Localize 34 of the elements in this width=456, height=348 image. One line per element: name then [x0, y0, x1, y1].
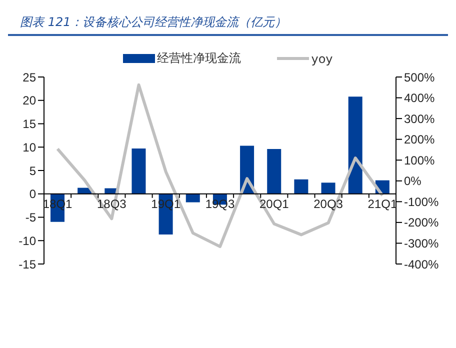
y-tick-label: 20 [22, 94, 36, 108]
x-tick-label: 19Q3 [205, 196, 235, 211]
bar [186, 194, 200, 202]
legend-label: 经营性净现金流 [157, 50, 242, 67]
x-tick-label: 20Q1 [259, 196, 290, 211]
x-tick-label: 18Q1 [42, 196, 73, 211]
bar [132, 148, 146, 194]
x-tick-label: 20Q3 [314, 196, 344, 211]
y2-tick-label: 500% [404, 70, 436, 84]
y-tick-label: 15 [22, 117, 36, 132]
x-tick-label: 18Q3 [97, 196, 127, 211]
y2-tick-label: 200% [404, 132, 436, 147]
bar [321, 182, 336, 194]
x-tick-label: 19Q1 [151, 196, 181, 211]
y-tick-label: 5 [29, 164, 36, 178]
y2-tick-label: 100% [404, 153, 436, 168]
y-tick-label: -5 [25, 210, 36, 225]
y2-tick-label: -400% [404, 257, 440, 272]
y-tick-label: 25 [22, 70, 36, 84]
chart-title: 图表 121：设备核心公司经营性净现金流（亿元） [8, 8, 448, 36]
y-tick-label: -10 [18, 234, 36, 248]
bar [267, 148, 282, 194]
y2-tick-label: -200% [404, 216, 440, 230]
y2-tick-label: -300% [404, 236, 440, 250]
y2-tick-label: 300% [404, 112, 436, 126]
y2-tick-label: -100% [404, 194, 440, 209]
y2-tick-label: 0% [404, 174, 422, 188]
bar [294, 179, 308, 194]
y2-tick-label: 400% [404, 91, 436, 106]
y-tick-label: -15 [18, 257, 36, 272]
bar [348, 96, 362, 194]
legend-label: yoy [311, 52, 333, 66]
y-tick-label: 0 [29, 187, 36, 202]
y-tick-label: 10 [22, 140, 36, 154]
